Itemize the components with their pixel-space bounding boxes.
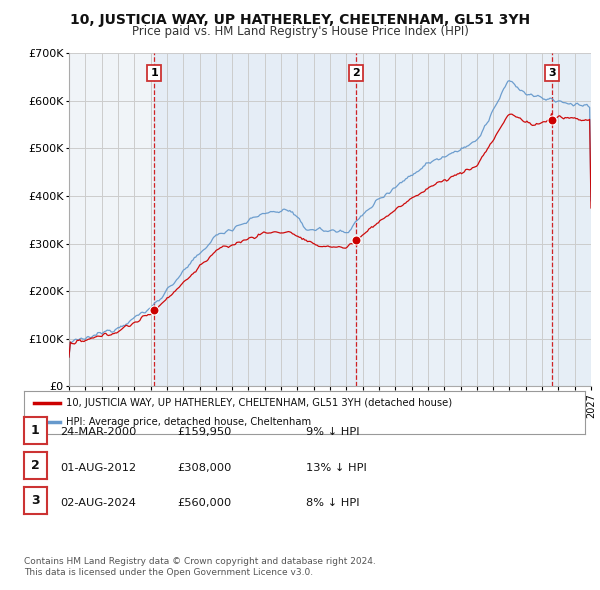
Text: 1: 1	[151, 68, 158, 78]
Text: 2: 2	[352, 68, 360, 78]
Bar	[356, 53, 551, 386]
Text: 24-MAR-2000: 24-MAR-2000	[60, 427, 136, 437]
Text: 1: 1	[31, 424, 40, 437]
Text: 3: 3	[31, 494, 40, 507]
Text: 10, JUSTICIA WAY, UP HATHERLEY, CHELTENHAM, GL51 3YH (detached house): 10, JUSTICIA WAY, UP HATHERLEY, CHELTENH…	[66, 398, 452, 408]
Text: £159,950: £159,950	[177, 427, 232, 437]
Text: This data is licensed under the Open Government Licence v3.0.: This data is licensed under the Open Gov…	[24, 568, 313, 577]
Text: 3: 3	[548, 68, 556, 78]
Text: 8% ↓ HPI: 8% ↓ HPI	[306, 498, 359, 508]
Text: 2: 2	[31, 459, 40, 472]
Text: 01-AUG-2012: 01-AUG-2012	[60, 463, 136, 473]
Bar	[154, 53, 356, 386]
Text: 13% ↓ HPI: 13% ↓ HPI	[306, 463, 367, 473]
Text: HPI: Average price, detached house, Cheltenham: HPI: Average price, detached house, Chel…	[66, 417, 311, 427]
Text: £560,000: £560,000	[177, 498, 231, 508]
Text: 02-AUG-2024: 02-AUG-2024	[60, 498, 136, 508]
Text: Price paid vs. HM Land Registry's House Price Index (HPI): Price paid vs. HM Land Registry's House …	[131, 25, 469, 38]
Text: 9% ↓ HPI: 9% ↓ HPI	[306, 427, 359, 437]
Text: 10, JUSTICIA WAY, UP HATHERLEY, CHELTENHAM, GL51 3YH: 10, JUSTICIA WAY, UP HATHERLEY, CHELTENH…	[70, 13, 530, 27]
Text: Contains HM Land Registry data © Crown copyright and database right 2024.: Contains HM Land Registry data © Crown c…	[24, 558, 376, 566]
Bar	[551, 53, 591, 386]
Text: £308,000: £308,000	[177, 463, 232, 473]
